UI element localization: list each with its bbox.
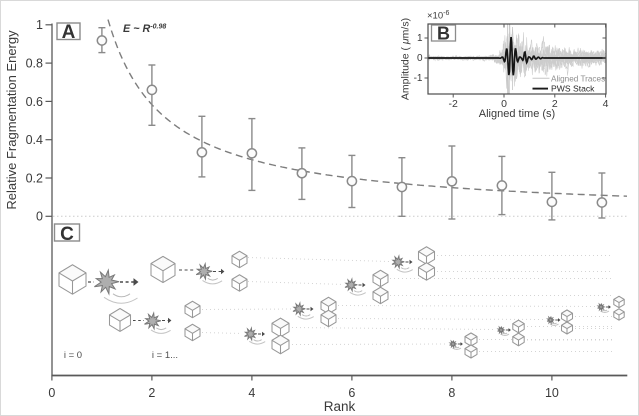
- svg-text:6: 6: [348, 386, 355, 400]
- svg-text:Relative Fragmentation Energy: Relative Fragmentation Energy: [4, 30, 19, 210]
- svg-text:C: C: [60, 224, 74, 245]
- svg-text:-2: -2: [449, 98, 458, 110]
- svg-text:4: 4: [603, 98, 609, 110]
- svg-text:0.4: 0.4: [26, 133, 43, 147]
- svg-text:0.2: 0.2: [26, 171, 43, 185]
- svg-text:0: 0: [48, 386, 55, 400]
- svg-text:A: A: [62, 22, 76, 43]
- svg-text:i = 1...: i = 1...: [152, 350, 178, 361]
- svg-text:0: 0: [36, 210, 43, 224]
- svg-text:2: 2: [148, 386, 155, 400]
- svg-text:×10-6: ×10-6: [427, 10, 449, 22]
- svg-text:0.8: 0.8: [26, 57, 43, 71]
- svg-text:Aligned Traces: Aligned Traces: [551, 75, 605, 84]
- svg-text:2: 2: [552, 98, 558, 110]
- svg-text:1: 1: [417, 33, 423, 44]
- svg-text:10: 10: [545, 386, 559, 400]
- svg-text:8: 8: [448, 386, 455, 400]
- svg-text:0.6: 0.6: [26, 95, 43, 109]
- svg-text:0: 0: [417, 53, 423, 64]
- svg-text:PWS Stack: PWS Stack: [551, 84, 595, 94]
- svg-text:Amplitude ( μm/s): Amplitude ( μm/s): [400, 18, 412, 100]
- svg-text:i = 0: i = 0: [64, 350, 82, 361]
- svg-text:B: B: [437, 24, 450, 44]
- svg-text:0: 0: [501, 98, 507, 110]
- svg-text:4: 4: [248, 386, 255, 400]
- svg-text:1: 1: [36, 18, 43, 32]
- svg-text:-1: -1: [414, 73, 423, 84]
- svg-text:Rank: Rank: [324, 399, 356, 414]
- svg-text:Aligned time (s): Aligned time (s): [479, 108, 555, 120]
- svg-text:E ~ R-0.98: E ~ R-0.98: [123, 23, 166, 35]
